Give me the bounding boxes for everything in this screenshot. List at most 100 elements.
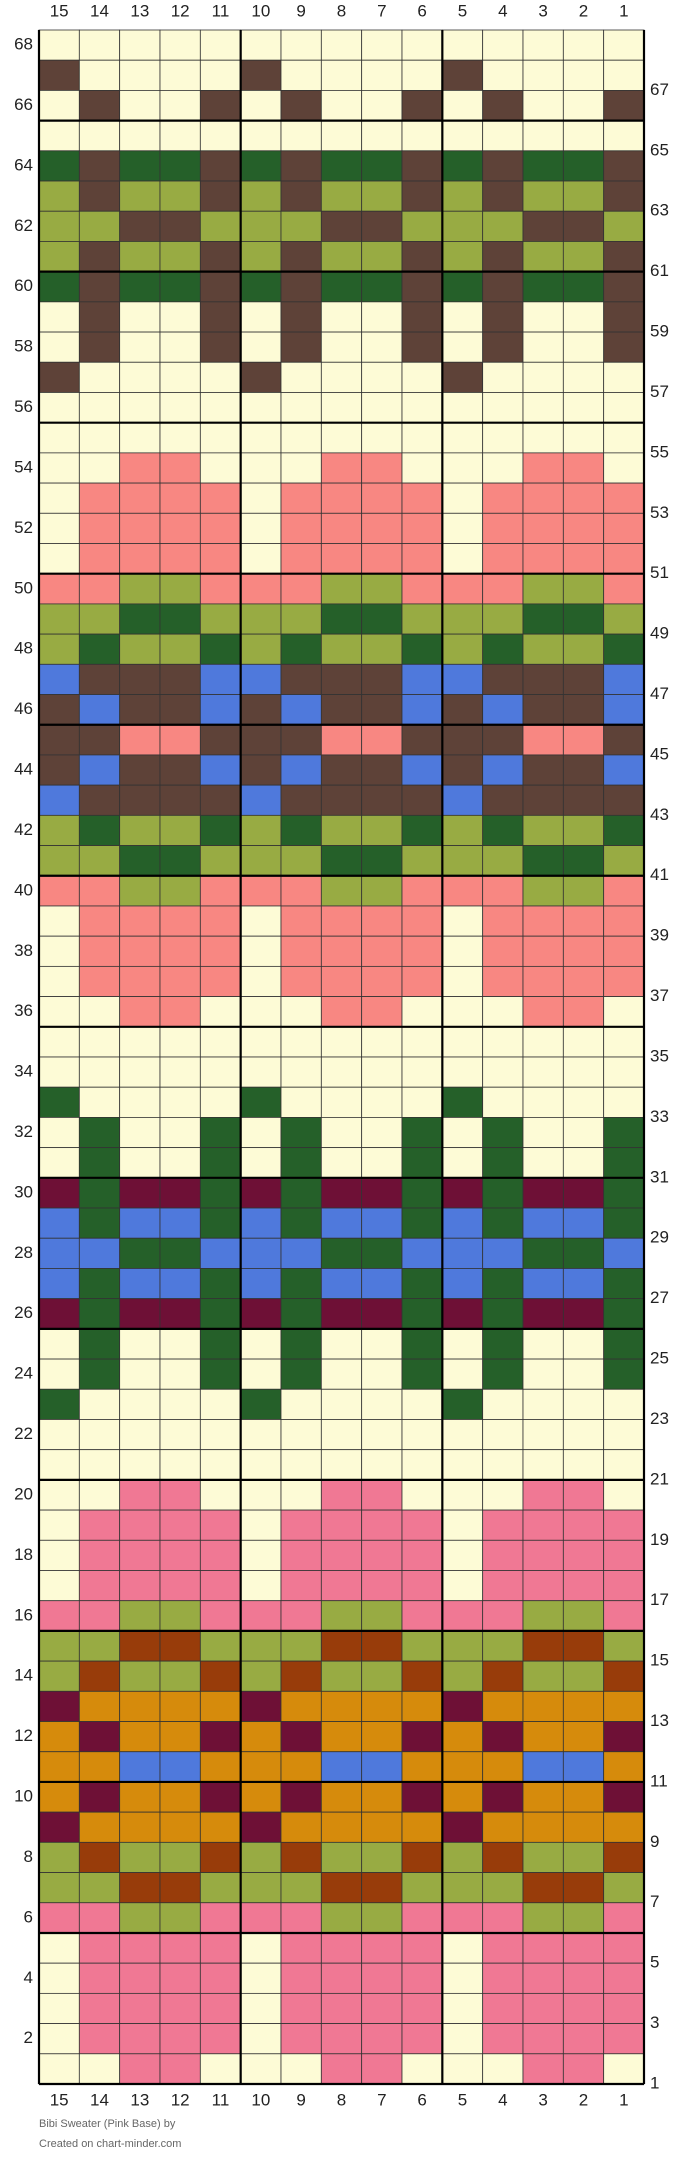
stitch [240, 241, 282, 273]
stitch [199, 301, 242, 333]
stitch [522, 1811, 564, 1843]
stitch [603, 694, 645, 726]
stitch [240, 814, 282, 846]
stitch [522, 210, 564, 242]
stitch [361, 663, 403, 695]
stitch [522, 1479, 564, 1511]
stitch [361, 331, 403, 363]
stitch [441, 935, 484, 967]
stitch [38, 1358, 80, 1390]
stitch [280, 1358, 322, 1390]
stitch [320, 1539, 363, 1571]
stitch [199, 573, 242, 605]
row-label: 36 [14, 1001, 33, 1020]
stitch [159, 331, 201, 363]
stitch [199, 1358, 242, 1390]
stitch [280, 573, 322, 605]
stitch [240, 422, 282, 454]
stitch [199, 1932, 242, 1964]
stitch [482, 996, 524, 1028]
stitch [361, 150, 403, 182]
stitch [159, 1268, 201, 1300]
stitch [159, 1660, 201, 1692]
stitch [199, 1962, 242, 1994]
stitch [320, 1328, 363, 1360]
stitch [522, 1690, 564, 1722]
stitch [361, 633, 403, 665]
stitch [361, 1026, 403, 1058]
stitch [562, 422, 605, 454]
stitch [119, 301, 161, 333]
stitch [441, 965, 484, 997]
stitch [603, 1751, 645, 1783]
stitch [522, 90, 564, 122]
stitch [320, 1449, 363, 1481]
stitch [280, 1539, 322, 1571]
stitch [603, 1479, 645, 1511]
stitch [119, 1328, 161, 1360]
stitch [401, 120, 443, 152]
stitch [441, 1872, 484, 1904]
stitch [280, 1630, 322, 1662]
stitch [522, 1992, 564, 2024]
column-label: 4 [498, 2090, 507, 2109]
stitch [119, 543, 161, 575]
stitch [280, 1449, 322, 1481]
row-label: 27 [650, 1288, 669, 1307]
stitch [441, 1690, 484, 1722]
stitch [441, 1388, 484, 1420]
stitch [240, 1419, 282, 1451]
stitch [562, 452, 605, 484]
stitch [240, 1992, 282, 2024]
stitch [603, 452, 645, 484]
stitch [320, 663, 363, 695]
stitch [320, 996, 363, 1028]
stitch [78, 1479, 121, 1511]
stitch [522, 1509, 564, 1541]
stitch [522, 633, 564, 665]
stitch [240, 2023, 282, 2055]
stitch [159, 1721, 201, 1753]
stitch [603, 1539, 645, 1571]
stitch [482, 1660, 524, 1692]
stitch [562, 482, 605, 514]
stitch [320, 1811, 363, 1843]
stitch [240, 1600, 282, 1632]
stitch [78, 120, 121, 152]
stitch [361, 1841, 403, 1873]
stitch [603, 1811, 645, 1843]
stitch [38, 543, 80, 575]
row-label: 15 [650, 1651, 669, 1670]
row-label: 8 [24, 1847, 33, 1866]
stitch [119, 996, 161, 1028]
stitch [603, 1660, 645, 1692]
stitch [562, 1026, 605, 1058]
stitch [78, 1992, 121, 2024]
stitch [562, 1268, 605, 1300]
stitch [361, 603, 403, 635]
stitch [441, 1086, 484, 1118]
stitch [320, 482, 363, 514]
stitch [38, 1509, 80, 1541]
stitch [119, 784, 161, 816]
stitch [562, 573, 605, 605]
stitch [119, 1570, 161, 1602]
stitch [562, 1902, 605, 1934]
stitch [199, 1449, 242, 1481]
stitch [522, 1388, 564, 1420]
stitch [280, 1992, 322, 2024]
stitch [159, 1751, 201, 1783]
stitch [441, 603, 484, 635]
row-label: 67 [650, 80, 669, 99]
stitch [38, 1781, 80, 1813]
row-label: 9 [650, 1832, 659, 1851]
stitch [361, 1237, 403, 1269]
stitch [38, 1751, 80, 1783]
stitch [401, 603, 443, 635]
row-label: 28 [14, 1243, 33, 1262]
stitch [119, 1479, 161, 1511]
row-label: 19 [650, 1530, 669, 1549]
stitch [159, 633, 201, 665]
stitch [280, 1328, 322, 1360]
stitch [38, 1841, 80, 1873]
